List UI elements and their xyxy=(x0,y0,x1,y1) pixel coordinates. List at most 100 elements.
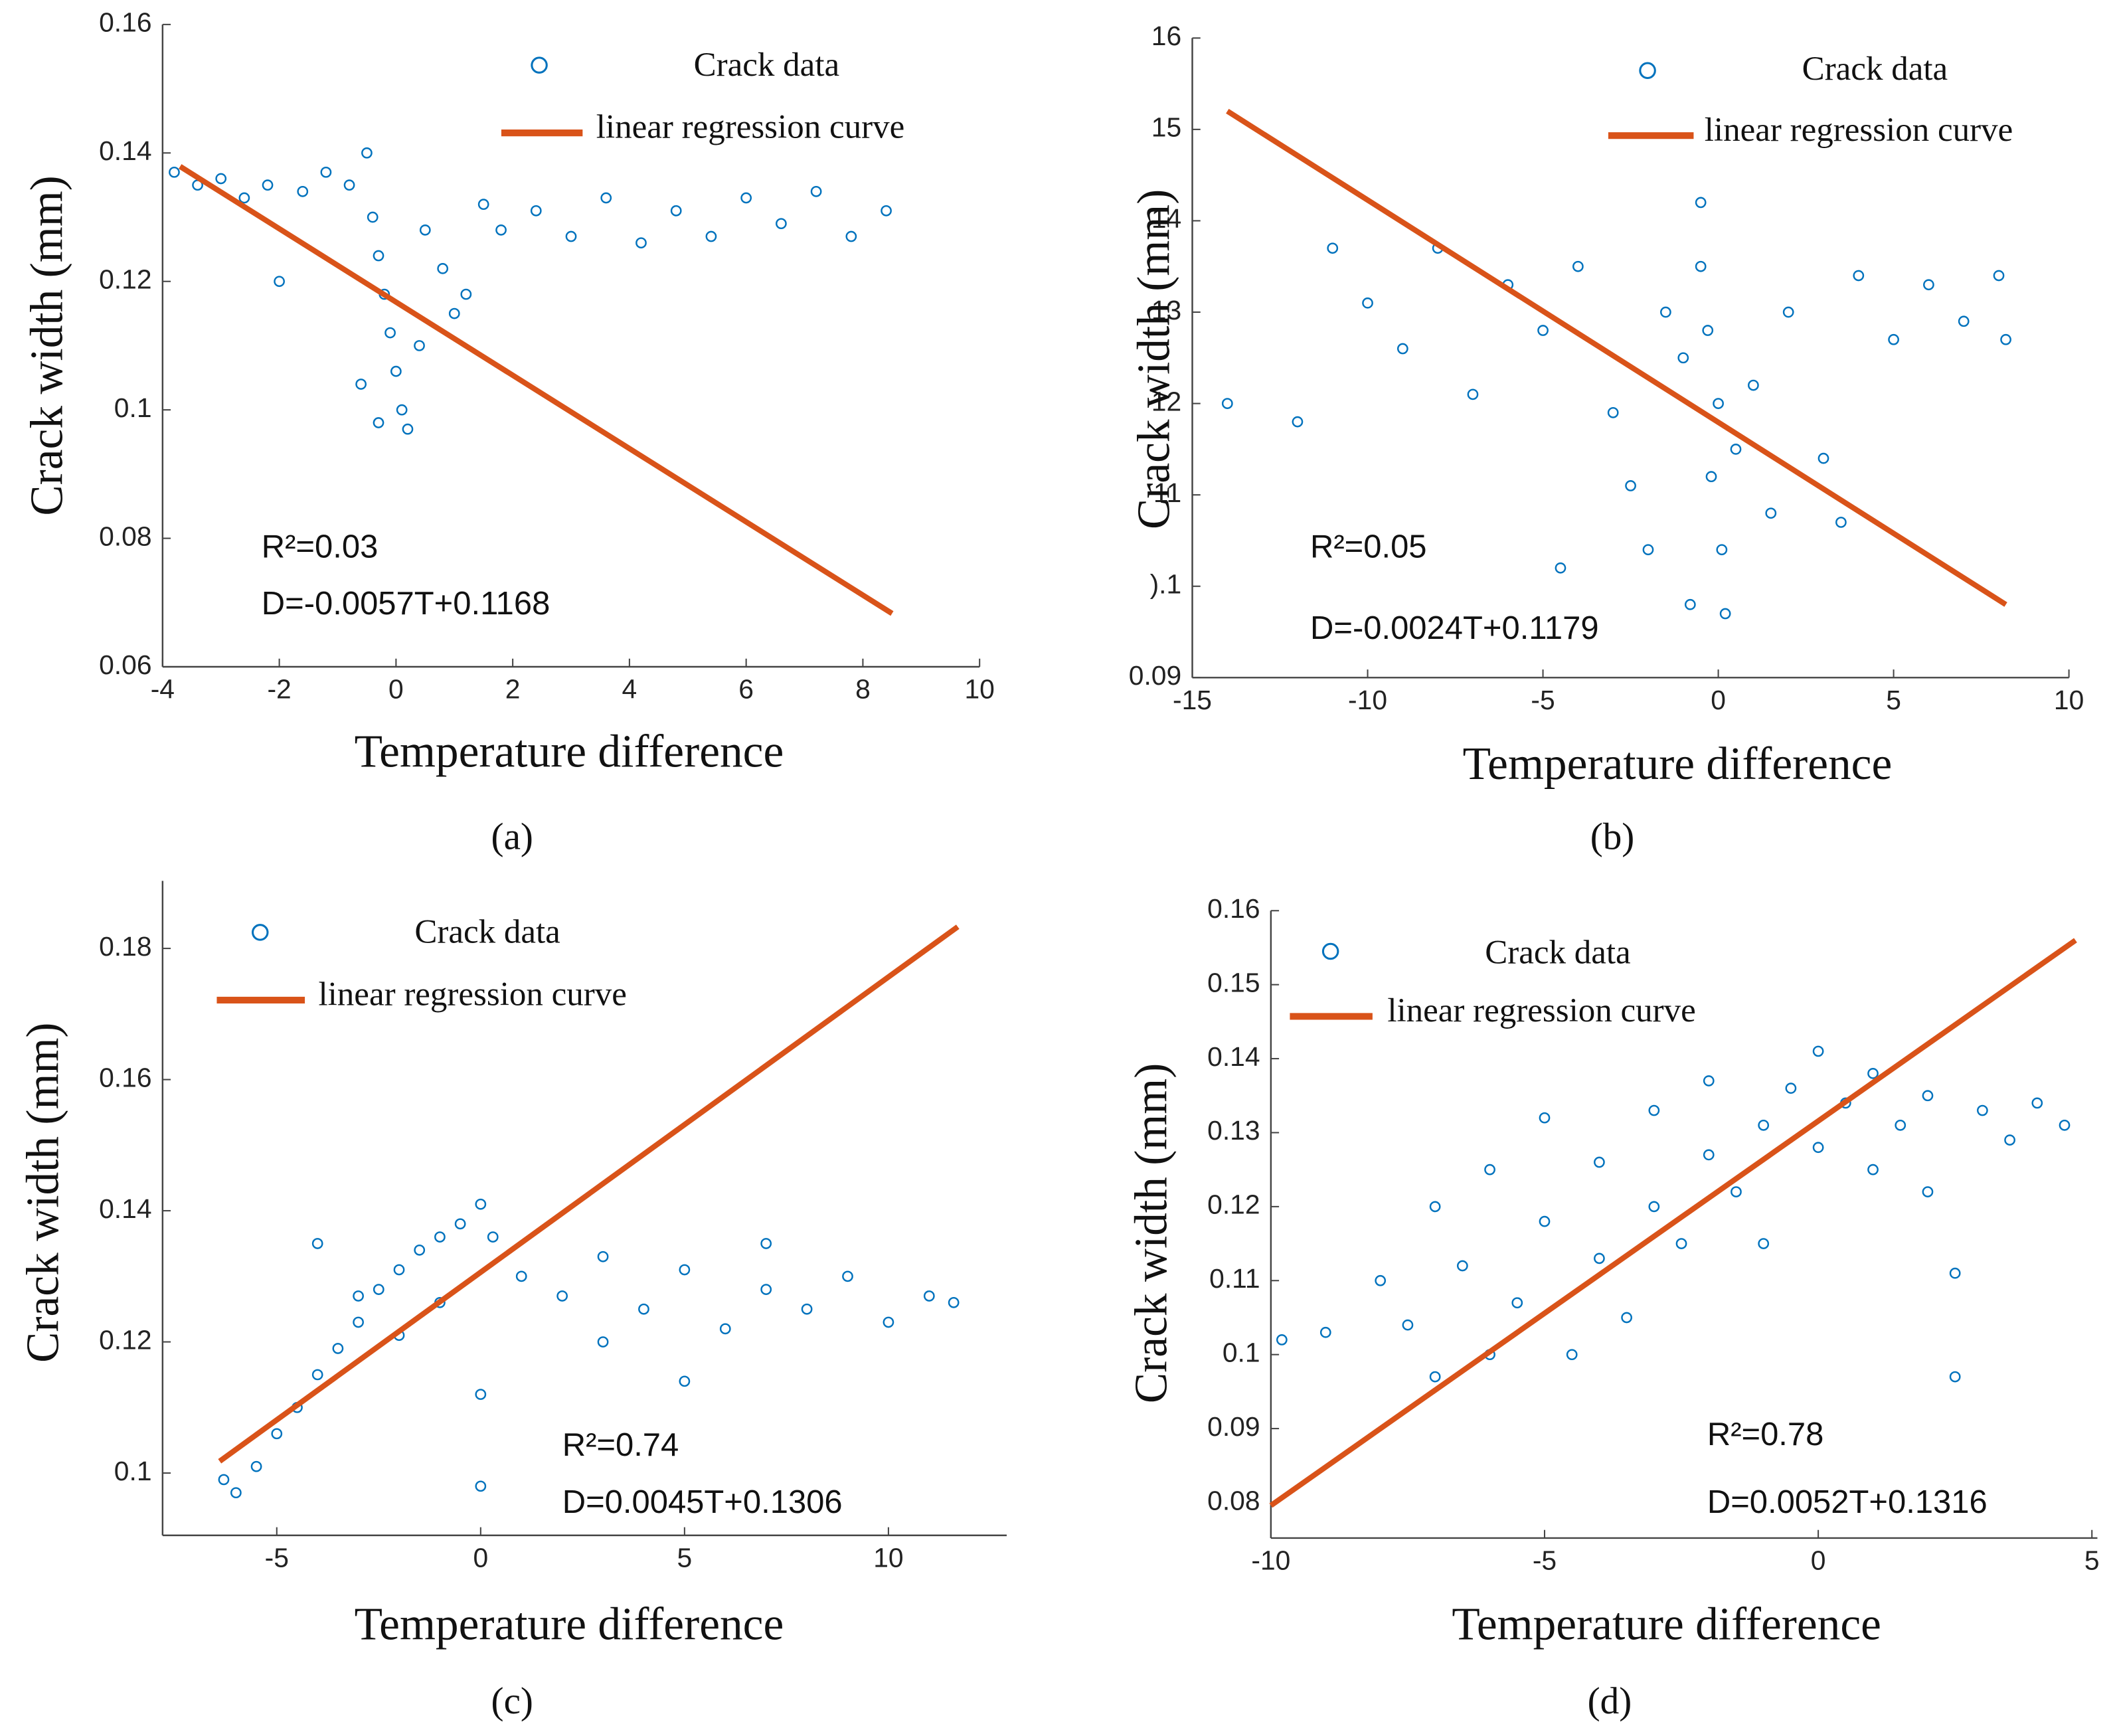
data-point xyxy=(801,1303,813,1315)
data-point xyxy=(1555,562,1566,574)
y-axis-label: Crack width (mm) xyxy=(17,1022,68,1362)
data-point xyxy=(495,224,507,236)
data-point xyxy=(597,1251,609,1262)
regression-line xyxy=(218,924,960,1464)
data-point xyxy=(1677,352,1689,364)
data-point xyxy=(1993,270,2005,282)
legend-label: Crack data xyxy=(694,46,839,84)
data-point xyxy=(679,1375,691,1387)
data-point xyxy=(367,211,379,223)
data-point xyxy=(1621,1312,1632,1324)
data-point xyxy=(565,230,577,242)
data-point xyxy=(1719,608,1731,620)
legend-label: linear regression curve xyxy=(318,976,626,1013)
x-tick-label: 0 xyxy=(388,674,404,705)
data-point xyxy=(297,185,309,197)
data-point xyxy=(881,205,892,217)
y-tick-label: 11 xyxy=(1153,477,1181,508)
data-point xyxy=(1977,1104,1988,1116)
y-tick-label: 0.09 xyxy=(1207,1411,1260,1442)
y-tick-label: 0.1 xyxy=(114,1456,152,1486)
x-tick-label: -10 xyxy=(1251,1545,1290,1575)
data-point xyxy=(320,166,332,178)
data-point xyxy=(1375,1274,1387,1286)
data-point xyxy=(414,340,425,351)
data-point xyxy=(1958,315,1970,327)
annotation: D=-0.0024T+0.1179 xyxy=(1310,610,1599,646)
data-point xyxy=(705,230,717,242)
x-tick-label: 4 xyxy=(622,674,637,705)
regression-line xyxy=(1226,108,2007,607)
legend-marker xyxy=(251,924,269,941)
data-point xyxy=(1758,1119,1770,1131)
annotation: D=0.0045T+0.1306 xyxy=(562,1484,843,1520)
y-tick-label: 0.1 xyxy=(1223,1337,1260,1367)
data-point xyxy=(1607,406,1619,418)
data-point xyxy=(719,1323,731,1335)
data-point xyxy=(311,1369,323,1381)
y-axis-label: Crack width (mm) xyxy=(21,175,72,515)
data-point xyxy=(1362,297,1373,309)
data-point xyxy=(460,288,472,300)
regression-line xyxy=(179,164,894,616)
x-tick-label: 6 xyxy=(738,674,754,705)
data-point xyxy=(1537,325,1549,336)
data-point xyxy=(1221,398,1233,409)
annotation: R²=0.05 xyxy=(1310,529,1427,564)
y-tick-label: 0.12 xyxy=(99,1324,151,1355)
data-point xyxy=(1695,197,1707,209)
data-point xyxy=(384,327,396,339)
data-point xyxy=(332,1343,344,1354)
x-tick-label: 0 xyxy=(473,1542,488,1573)
caption: (b) xyxy=(1590,816,1635,857)
caption: (c) xyxy=(491,1680,533,1722)
y-tick-label: 0.08 xyxy=(99,521,151,551)
data-point xyxy=(1812,1142,1824,1154)
x-tick-label: -2 xyxy=(267,674,291,705)
data-point xyxy=(1660,306,1671,318)
data-point xyxy=(1327,242,1339,254)
annotation: R²=0.03 xyxy=(262,529,379,564)
data-point xyxy=(845,230,857,242)
data-point xyxy=(487,1231,499,1243)
data-point xyxy=(679,1264,691,1276)
data-point xyxy=(760,1238,772,1249)
data-point xyxy=(1765,507,1777,519)
data-point xyxy=(1703,1075,1715,1086)
legend-label: Crack data xyxy=(414,914,560,951)
data-point xyxy=(1785,1083,1797,1094)
data-point xyxy=(1675,1238,1687,1249)
data-point xyxy=(396,404,408,416)
legend-label: linear regression curve xyxy=(1705,112,2013,149)
data-point xyxy=(1748,379,1759,391)
data-point xyxy=(1867,1067,1879,1079)
y-tick-label: 0.11 xyxy=(1209,1263,1260,1294)
data-point xyxy=(475,1198,487,1210)
data-point xyxy=(1511,1297,1523,1309)
x-axis-label: Temperature difference xyxy=(1452,1599,1881,1650)
data-point xyxy=(1895,1119,1906,1131)
legend-label: linear regression curve xyxy=(596,109,904,146)
data-point xyxy=(353,1290,364,1302)
y-tick-label: 16 xyxy=(1151,21,1181,51)
data-point xyxy=(1648,1104,1660,1116)
data-point xyxy=(1888,333,1899,345)
x-axis-label: Temperature difference xyxy=(355,727,784,778)
data-point xyxy=(923,1290,935,1302)
data-point xyxy=(1853,270,1865,282)
y-tick-label: 0.12 xyxy=(1207,1189,1260,1220)
data-point xyxy=(1684,598,1696,610)
data-point xyxy=(1539,1215,1551,1227)
data-point xyxy=(1835,517,1847,528)
data-point xyxy=(390,365,402,377)
y-tick-label: 0.14 xyxy=(1207,1041,1260,1072)
x-tick-label: -4 xyxy=(151,674,175,705)
legend-marker xyxy=(531,56,548,74)
data-point xyxy=(250,1460,262,1472)
data-point xyxy=(1703,1149,1715,1161)
data-point xyxy=(373,417,384,428)
annotation: D=-0.0057T+0.1168 xyxy=(262,586,550,622)
data-point xyxy=(1625,480,1636,491)
legend-marker xyxy=(1639,62,1656,80)
